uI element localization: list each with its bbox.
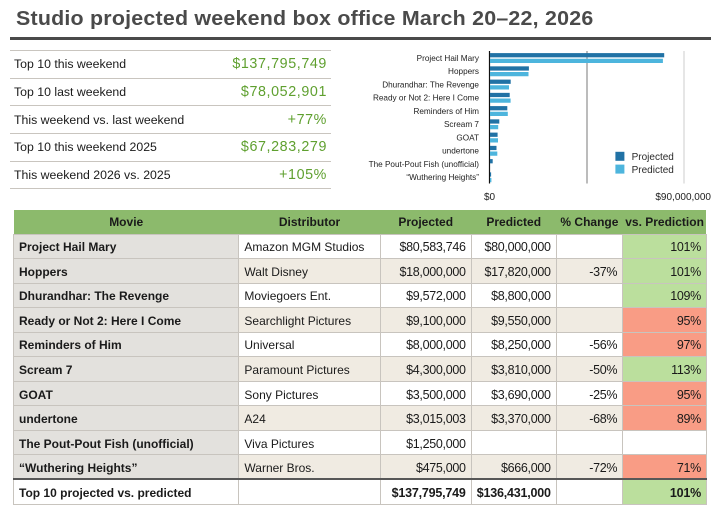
svg-text:“Wuthering Heights”: “Wuthering Heights” <box>406 173 479 182</box>
svg-text:Reminders of Him: Reminders of Him <box>413 107 479 116</box>
svg-text:$0: $0 <box>484 192 496 203</box>
svg-text:Dhurandhar: The Revenge: Dhurandhar: The Revenge <box>382 80 479 89</box>
svg-text:Hoppers: Hoppers <box>448 67 479 76</box>
svg-text:Scream 7: Scream 7 <box>444 120 479 129</box>
svg-text:$90,000,000: $90,000,000 <box>655 192 711 203</box>
svg-text:Projected: Projected <box>632 152 674 163</box>
svg-text:undertone: undertone <box>442 147 479 156</box>
svg-text:GOAT: GOAT <box>456 133 479 142</box>
svg-text:Ready or Not 2: Here I Come: Ready or Not 2: Here I Come <box>373 94 479 103</box>
svg-text:Predicted: Predicted <box>632 165 674 176</box>
svg-text:Project Hail Mary: Project Hail Mary <box>417 54 480 63</box>
svg-text:The Pout-Pout Fish (unofficial: The Pout-Pout Fish (unofficial) <box>369 160 480 169</box>
